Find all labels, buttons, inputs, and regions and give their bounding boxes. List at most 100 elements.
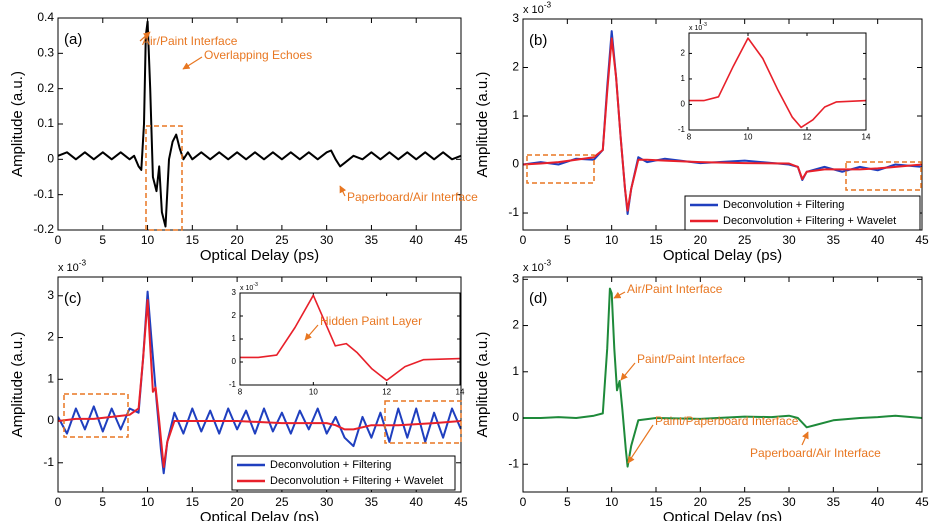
x-tick-label: 40 [410,495,424,509]
x-tick-label: 40 [410,233,424,247]
y-scale-base: x 10 [240,285,253,292]
x-tick-label: 10 [605,233,619,247]
x-axis-label: Optical Delay (ps) [200,509,319,521]
x-tick-label: 12 [803,132,812,141]
x-tick-label: 30 [782,495,796,509]
y-scale-exponent: -3 [544,1,552,10]
y-scale-label: x 10-3 [523,259,552,274]
annotation: Paint/Paint Interface [637,352,745,366]
data-line [58,290,461,475]
y-tick-label: 2 [232,311,237,320]
y-tick-label: 1 [232,334,237,343]
y-scale-label: x 10-3 [240,283,258,292]
y-tick-label: 0.4 [37,10,54,24]
data-line [58,299,461,468]
x-tick-label: 12 [382,387,391,396]
y-scale-label: x 10-3 [689,23,707,32]
legend-box [684,195,921,231]
x-tick-label: 40 [871,233,885,247]
x-tick-label: 40 [871,495,885,509]
y-axis-label: Amplitude (a.u.) [474,332,491,438]
x-tick-label: 10 [309,387,318,396]
panel-label: (c) [64,290,82,307]
y-tick-label: 0 [47,152,54,166]
legend-label: Deconvolution + Filtering [723,199,844,211]
y-scale-base: x 10 [523,4,544,16]
y-tick-label: -0.1 [33,187,54,201]
y-tick-label: 0.3 [37,46,54,60]
legend-label: Deconvolution + Filtering + Wavelet [723,215,896,227]
y-tick-label: 2 [47,330,54,344]
annotation-arrow [620,362,636,381]
y-scale-exponent: -3 [253,283,258,289]
y-tick-label: -1 [508,456,519,470]
x-tick-label: 25 [275,495,289,509]
x-tick-label: 45 [915,495,929,509]
annotation: Overlapping Echoes [204,48,312,62]
inset-background [240,293,460,385]
x-tick-label: 14 [862,132,871,141]
x-tick-label: 35 [365,233,379,247]
y-axis-label: Amplitude (a.u.) [9,332,26,438]
y-scale-exponent: -3 [702,23,707,29]
x-tick-label: 0 [55,495,62,509]
y-tick-label: 0.1 [37,116,54,130]
y-tick-label: 0.2 [37,81,54,95]
y-tick-label: -1 [229,380,237,389]
axes-box [688,32,867,131]
axes-box [57,17,462,231]
panel-label: (b) [529,32,547,49]
y-scale-base: x 10 [689,25,702,32]
x-tick-label: 15 [186,233,200,247]
x-tick-label: 14 [456,387,465,396]
x-axis-label: Optical Delay (ps) [200,247,319,264]
y-axis-label: Amplitude (a.u.) [474,72,491,178]
x-tick-label: 35 [365,495,379,509]
x-tick-label: 15 [649,233,663,247]
y-scale-label: x 10-3 [58,259,87,274]
y-tick-label: -1 [508,205,519,219]
x-axis-label: Optical Delay (ps) [663,247,782,264]
annotation: Air/Paint Interface [627,282,723,296]
x-tick-label: 15 [186,495,200,509]
inset-background [689,33,866,130]
annotation-arrow [613,291,626,299]
x-tick-label: 35 [827,495,841,509]
y-tick-label: 3 [512,11,519,25]
annotation: Air/Paint Interface [142,34,238,48]
x-tick-label: 20 [230,233,244,247]
data-line [240,294,460,382]
highlight-box [845,161,922,191]
highlight-box [145,125,183,231]
highlight-box [384,400,462,444]
y-tick-label: 0 [512,157,519,171]
x-tick-label: 5 [99,495,106,509]
y-tick-label: -1 [678,125,686,134]
y-tick-label: 3 [512,271,519,285]
x-tick-label: 20 [694,233,708,247]
panel-label: (a) [64,31,82,48]
annotation: Hidden Paint Layer [320,314,422,328]
x-tick-label: 45 [915,233,929,247]
y-tick-label: -1 [43,455,54,469]
x-tick-label: 30 [782,233,796,247]
x-tick-label: 20 [230,495,244,509]
axes-box [522,276,923,493]
y-tick-label: 3 [47,288,54,302]
y-scale-base: x 10 [523,262,544,274]
y-tick-label: 1 [47,371,54,385]
y-tick-label: -0.2 [33,222,54,236]
y-tick-label: 1 [681,74,686,83]
legend-box [231,455,456,491]
panel-label: (d) [529,290,547,307]
y-axis-label: Amplitude (a.u.) [9,71,26,177]
y-scale-exponent: -3 [544,259,552,268]
y-scale-base: x 10 [58,262,79,274]
x-tick-label: 25 [275,233,289,247]
data-line [689,37,866,129]
y-tick-label: 2 [512,60,519,74]
x-tick-label: 8 [238,387,243,396]
y-tick-label: 1 [512,108,519,122]
axes-box [239,292,461,386]
